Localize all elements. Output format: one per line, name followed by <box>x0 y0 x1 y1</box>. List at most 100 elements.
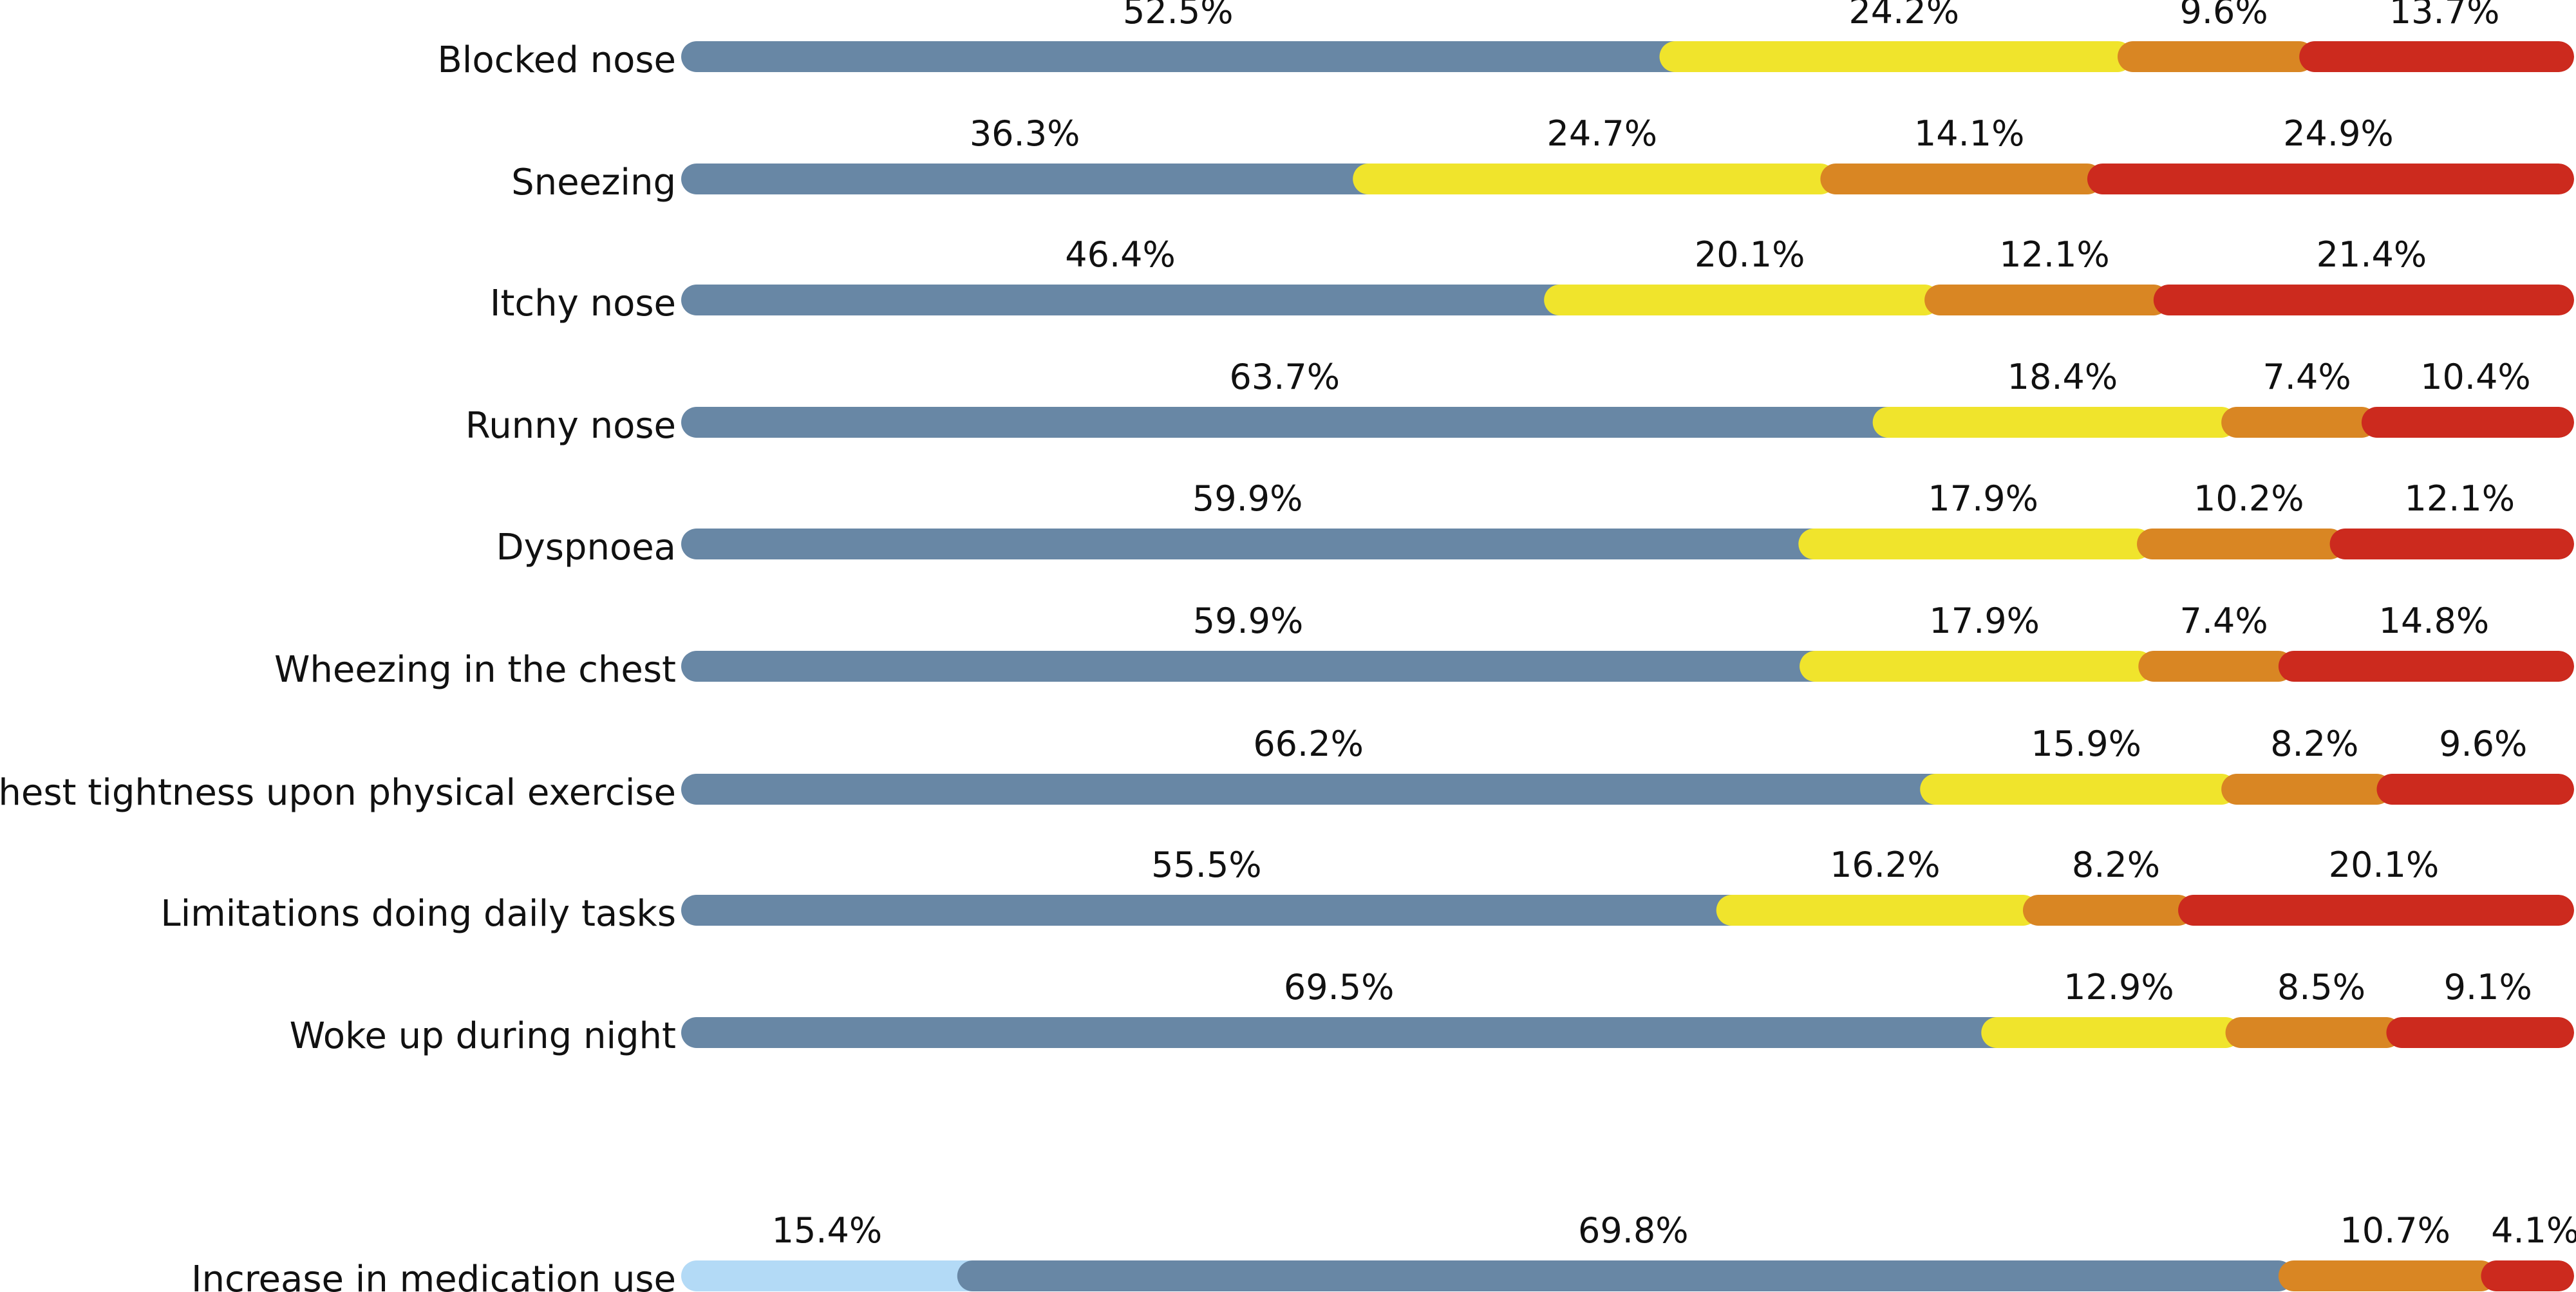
row-label: Limitations doing daily tasks <box>160 893 676 935</box>
chart-row: Runny nose 63.7% 18.4% 7.4% 10.4% <box>465 357 2574 447</box>
data-label: 12.1% <box>2405 478 2515 519</box>
stacked-bar <box>681 895 2574 926</box>
data-label: 14.1% <box>1914 113 2025 154</box>
data-label: 21.4% <box>2317 234 2427 275</box>
bar-segment <box>1924 285 2169 315</box>
data-label: 63.7% <box>1230 357 1340 397</box>
bar-segment <box>1800 651 2154 682</box>
bar-segment <box>1353 164 1836 194</box>
row-label: Wheezing in the chest <box>274 649 676 691</box>
bar-segment <box>2138 651 2294 682</box>
data-label: 52.5% <box>1123 0 1234 32</box>
stacked-bar <box>681 774 2574 805</box>
bar-segment <box>2117 41 2315 72</box>
bar-segment <box>681 164 1369 194</box>
data-label: 24.2% <box>1848 0 1959 32</box>
bar-segment <box>1544 285 1941 315</box>
bar-segment <box>1716 895 2038 926</box>
data-label: 8.2% <box>2270 724 2358 764</box>
data-label: 9.6% <box>2439 724 2527 764</box>
stacked-bar <box>681 41 2574 72</box>
bar-segment <box>1798 529 2153 559</box>
bar-segment <box>681 1017 1997 1048</box>
chart-row: Chest tightness upon physical exercise 66… <box>0 724 2574 814</box>
data-label: 36.3% <box>970 113 1080 154</box>
bar-segment <box>2481 1260 2574 1291</box>
bar-segment <box>2178 895 2574 926</box>
data-label: 66.2% <box>1253 724 1364 764</box>
data-label: 24.9% <box>2283 113 2394 154</box>
data-label: 14.8% <box>2379 601 2490 641</box>
data-label: 9.1% <box>2444 967 2532 1007</box>
bar-segment <box>681 774 1936 805</box>
data-label: 69.8% <box>1578 1210 1689 1251</box>
bar-segment <box>2221 774 2393 805</box>
bar-segment <box>681 285 1560 315</box>
data-label: 18.4% <box>2007 357 2118 397</box>
data-label: 46.4% <box>1065 234 1176 275</box>
stacked-bar <box>681 529 2574 559</box>
chart-row: Increase in medication use 15.4% 69.8% 10.7… <box>191 1210 2576 1292</box>
bar-segment <box>681 529 1814 559</box>
data-label: 69.5% <box>1284 967 1395 1007</box>
row-label: Chest tightness upon physical exercise <box>0 772 676 814</box>
data-label: 7.4% <box>2262 357 2351 397</box>
bar-segment <box>2386 1017 2574 1048</box>
data-label: 4.1% <box>2491 1210 2576 1251</box>
bar-segment <box>681 1260 973 1291</box>
bar-segment <box>2278 1260 2497 1291</box>
bar-segment <box>681 895 1732 926</box>
data-label: 17.9% <box>1928 478 2038 519</box>
bar-segment <box>2087 164 2574 194</box>
data-label: 15.4% <box>772 1210 883 1251</box>
data-label: 20.1% <box>2329 845 2440 885</box>
data-label: 12.9% <box>2064 967 2174 1007</box>
bar-segment <box>2221 407 2377 438</box>
data-label: 8.5% <box>2277 967 2365 1007</box>
chart-row: Wheezing in the chest 59.9% 17.9% 7.4% 14.8% <box>274 601 2574 691</box>
data-label: 24.7% <box>1547 113 1658 154</box>
stacked-bar <box>681 651 2574 682</box>
bar-segment <box>2299 41 2574 72</box>
chart-row: Blocked nose 52.5% 24.2% 9.6% 13.7% <box>437 0 2574 81</box>
bar-segment <box>2225 1017 2402 1048</box>
chart-row: Woke up during night 69.5% 12.9% 8.5% 9.1% <box>290 967 2574 1057</box>
bar-segment <box>1659 41 2133 72</box>
data-label: 9.6% <box>2179 0 2268 32</box>
data-label: 8.2% <box>2072 845 2160 885</box>
chart-row: Limitations doing daily tasks 55.5% 16.2% 8… <box>160 845 2574 935</box>
chart-row: Sneezing 36.3% 24.7% 14.1% 24.9% <box>511 113 2574 203</box>
data-label: 20.1% <box>1695 234 1805 275</box>
data-label: 59.9% <box>1193 601 1304 641</box>
chart-row: Dyspnoea 59.9% 17.9% 10.2% 12.1% <box>496 478 2574 568</box>
bar-segment <box>1981 1017 2241 1048</box>
bar-segment <box>681 651 1816 682</box>
bar-segment <box>2361 407 2574 438</box>
data-label: 59.9% <box>1192 478 1303 519</box>
bar-segment <box>2153 285 2574 315</box>
bar-segment <box>2278 651 2574 682</box>
bar-segment <box>681 407 1888 438</box>
bar-segment <box>2022 895 2194 926</box>
data-label: 16.2% <box>1830 845 1941 885</box>
bar-segment <box>957 1260 2294 1291</box>
row-label: Dyspnoea <box>496 527 676 568</box>
data-label: 7.4% <box>2179 601 2268 641</box>
stacked-bar <box>681 1017 2574 1048</box>
bar-segment <box>681 41 1675 72</box>
bar-segment <box>1920 774 2237 805</box>
data-label: 12.1% <box>1999 234 2110 275</box>
bar-segment <box>2137 529 2346 559</box>
stacked-bar <box>681 164 2574 194</box>
row-label: Sneezing <box>511 162 676 203</box>
data-label: 10.7% <box>2340 1210 2450 1251</box>
data-label: 13.7% <box>2389 0 2500 32</box>
stacked-bar <box>681 1260 2574 1291</box>
data-label: 10.4% <box>2420 357 2531 397</box>
row-label: Blocked nose <box>437 39 676 81</box>
data-label: 17.9% <box>1929 601 2040 641</box>
data-label: 55.5% <box>1151 845 1262 885</box>
